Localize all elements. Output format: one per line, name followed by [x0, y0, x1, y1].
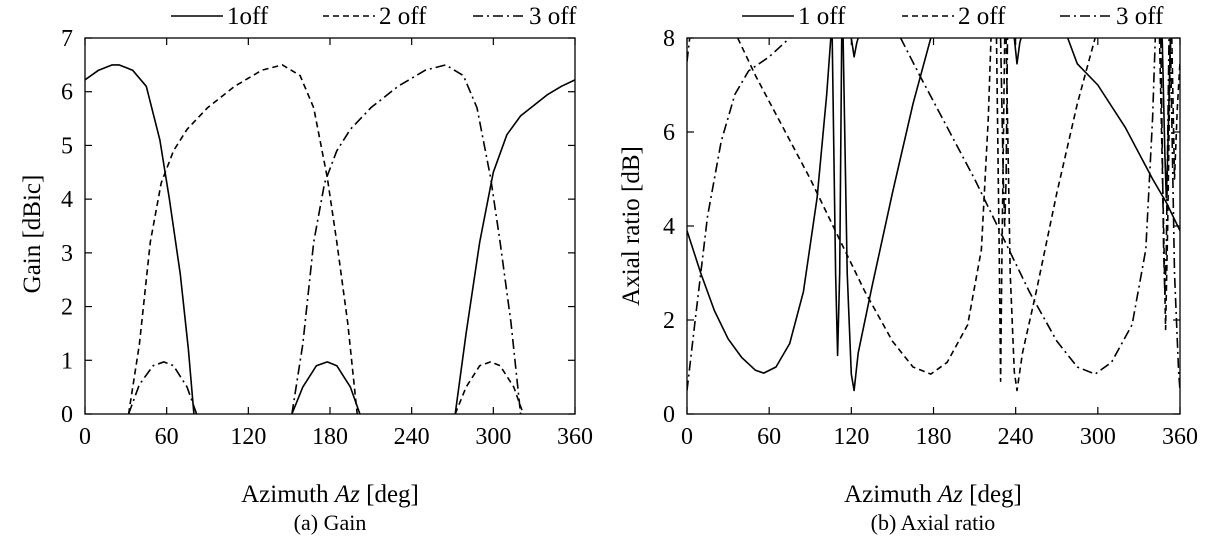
- axial-ratio-legend-label-1: 1 off: [798, 3, 846, 30]
- axial-ratio-legend-label-3: 3 off: [1116, 3, 1164, 30]
- axial-ratio-series-2-segment-5: [1171, 38, 1180, 180]
- gain-y-tick-label: 0: [61, 402, 73, 428]
- gain-x-axis-title-unit: [deg]: [360, 481, 419, 508]
- gain-series-3-segment-1: [127, 361, 198, 414]
- axial-ratio-x-tick-label: 120: [833, 424, 869, 450]
- gain-series-1-segment-2: [291, 361, 361, 414]
- axial-ratio-x-axis-title: Azimuth Az [deg]: [844, 481, 1022, 508]
- axial-ratio-series-group: [687, 38, 1180, 392]
- gain-chart: 0 60 120 180 240 300 360 0 1 2 3 4 5 6 7 1off 2 off 3 of…: [19, 3, 593, 535]
- axial-ratio-y-axis-title: Axial ratio [dB]: [618, 146, 645, 306]
- axial-ratio-series-1-segment-4: [850, 38, 859, 58]
- axial-ratio-y-tick-label: 2: [663, 308, 675, 334]
- gain-legend-label-1: 1off: [227, 3, 269, 30]
- axial-ratio-series-1-segment-6: [1066, 38, 1180, 232]
- axial-ratio-series-2-segment-3: [1005, 38, 1096, 392]
- axial-ratio-caption: (b) Axial ratio: [871, 510, 996, 535]
- axial-ratio-x-axis-title-unit: [deg]: [963, 481, 1022, 508]
- axial-ratio-series-3-segment-3: [899, 38, 1157, 375]
- axial-ratio-series-1-segment-3: [842, 38, 932, 392]
- gain-legend: 1off 2 off 3 off: [171, 3, 577, 30]
- gain-x-tick-label: 240: [394, 424, 430, 450]
- gain-y-tick-label: 6: [61, 80, 73, 106]
- axial-ratio-x-tick-label: 0: [681, 424, 693, 450]
- axial-ratio-series-1-segment-2: [831, 38, 843, 357]
- gain-series-2-segment-2: [454, 361, 525, 414]
- gain-x-tick-label: 360: [557, 424, 593, 450]
- gain-y-tick-label: 2: [61, 295, 73, 321]
- axial-ratio-y-tick-label: 4: [663, 214, 675, 240]
- gain-caption: (a) Gain: [294, 510, 367, 535]
- gain-x-tick-label: 180: [312, 424, 348, 450]
- axial-ratio-y-tick-label: 8: [663, 26, 675, 52]
- gain-series-1-segment-3: [454, 79, 575, 414]
- axial-ratio-series-3-segment-4: [999, 38, 1009, 227]
- gain-legend-label-3: 3 off: [529, 3, 577, 30]
- gain-y-tick-label: 5: [61, 133, 73, 159]
- axial-ratio-series-3-segment-5: [1160, 38, 1170, 298]
- gain-legend-label-2: 2 off: [379, 3, 427, 30]
- gain-x-axis-title-variable: Az: [333, 481, 360, 508]
- gain-y-tick-label: 3: [61, 241, 73, 267]
- axial-ratio-y-tick-label: 0: [663, 402, 675, 428]
- axial-ratio-legend: 1 off 2 off 3 off: [742, 3, 1164, 30]
- gain-y-tick-label: 7: [61, 26, 73, 52]
- axial-ratio-plot-frame: [686, 37, 1181, 415]
- gain-y-tick-label: 1: [61, 348, 73, 374]
- gain-series-3-segment-2: [291, 64, 522, 414]
- axial-ratio-series-2-segment-2: [995, 38, 1006, 382]
- axial-ratio-x-tick-label: 300: [1080, 424, 1116, 450]
- gain-series-1-segment-1: [85, 64, 195, 414]
- gain-plot-frame: [84, 37, 576, 415]
- gain-x-tick-label: 300: [475, 424, 511, 450]
- gain-series-group: [85, 64, 575, 414]
- gain-x-tick-label: 120: [230, 424, 266, 450]
- gain-x-tick-label: 60: [155, 424, 179, 450]
- axial-ratio-x-tick-label: 180: [916, 424, 952, 450]
- axial-ratio-series-1-segment-1: [687, 38, 832, 374]
- axial-ratio-series-3-segment-6: [1169, 38, 1180, 391]
- gain-x-tick-label: 0: [79, 424, 91, 450]
- gain-series-2-segment-1: [127, 64, 358, 414]
- axial-ratio-plot-area: 0 60 120 180 240 300 360 0 2 4 6 8: [663, 26, 1198, 450]
- axial-ratio-x-tick-label: 240: [998, 424, 1034, 450]
- axial-ratio-x-axis-title-main: Azimuth: [844, 481, 938, 508]
- axial-ratio-x-tick-label: 60: [757, 424, 781, 450]
- axial-ratio-y-tick-label: 6: [663, 120, 675, 146]
- gain-x-axis-title: Azimuth Az [deg]: [241, 481, 419, 508]
- gain-x-axis-title-main: Azimuth: [241, 481, 335, 508]
- gain-y-axis-title: Gain [dBic]: [19, 175, 46, 294]
- axial-ratio-x-tick-label: 360: [1162, 424, 1198, 450]
- axial-ratio-legend-label-2: 2 off: [958, 3, 1006, 30]
- axial-ratio-x-axis-title-variable: Az: [936, 481, 963, 508]
- axial-ratio-series-3-segment-2: [687, 38, 791, 391]
- gain-y-tick-label: 4: [61, 187, 73, 213]
- axial-ratio-series-1-segment-5: [1013, 38, 1022, 65]
- gain-plot-area: 0 60 120 180 240 300 360 0 1 2 3 4 5 6 7: [61, 26, 593, 450]
